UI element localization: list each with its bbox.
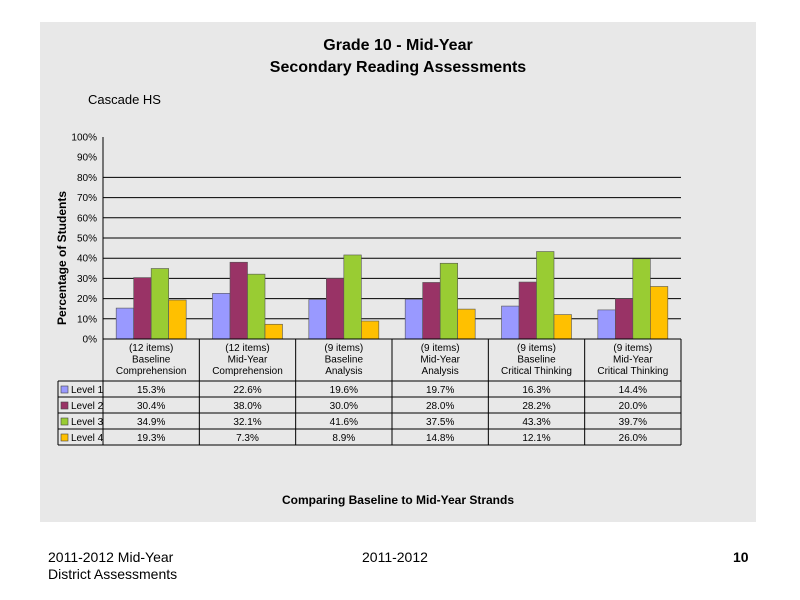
y-tick-label: 100% [71, 133, 97, 144]
data-label: 28.2% [522, 401, 550, 412]
chart-subtitle: Secondary Reading Assessments [269, 59, 527, 76]
bar [553, 314, 572, 340]
data-label: 12.1% [522, 433, 550, 444]
bar [632, 258, 651, 340]
category-label: (12 items) [129, 343, 173, 354]
chart-title: Grade 10 - Mid-Year [323, 37, 473, 54]
page-number: 10 [733, 549, 749, 565]
school-annotation: Cascade HS [88, 92, 161, 107]
bar [404, 298, 423, 340]
y-tick-label: 10% [77, 314, 97, 325]
category-label: (9 items) [324, 343, 363, 354]
category-label: Baseline [132, 355, 171, 366]
legend-label: Level 3 [71, 417, 104, 428]
data-label: 32.1% [233, 417, 261, 428]
bar [536, 251, 555, 340]
data-label: 14.8% [426, 433, 454, 444]
bar [326, 278, 345, 340]
legend-swatch [60, 385, 69, 394]
data-label: 38.0% [233, 401, 261, 412]
bar [361, 320, 380, 340]
bar [343, 254, 362, 340]
footer-center: 2011-2012 [362, 549, 428, 565]
data-label: 30.0% [330, 401, 358, 412]
bar [518, 281, 537, 340]
legend-swatch [60, 401, 69, 410]
bar [597, 309, 616, 340]
footer-left-line2: District Assessments [48, 566, 178, 582]
category-label: Comprehension [116, 366, 187, 377]
data-label: 7.3% [236, 433, 259, 444]
y-tick-label: 60% [77, 213, 97, 224]
data-label: 15.3% [137, 385, 165, 396]
bar [212, 293, 231, 340]
category-label: Critical Thinking [501, 366, 572, 377]
category-label: Analysis [325, 366, 362, 377]
y-tick-label: 40% [77, 254, 97, 265]
bar [168, 299, 187, 340]
x-axis-label: Comparing Baseline to Mid-Year Strands [281, 493, 515, 507]
data-label: 34.9% [137, 417, 165, 428]
bar [501, 305, 520, 340]
category-label: (9 items) [421, 343, 460, 354]
footer-left-line1: 2011-2012 Mid-Year [48, 549, 174, 565]
category-label: Mid-Year [613, 355, 653, 366]
category-label: (12 items) [225, 343, 269, 354]
bar [229, 261, 248, 340]
y-tick-label: 80% [77, 173, 97, 184]
data-label: 39.7% [619, 417, 647, 428]
category-label: (9 items) [517, 343, 556, 354]
bar [308, 299, 327, 340]
category-label: Analysis [422, 366, 459, 377]
data-label: 19.6% [330, 385, 358, 396]
data-label: 22.6% [233, 385, 261, 396]
legend-label: Level 1 [71, 385, 104, 396]
data-label: 37.5% [426, 417, 454, 428]
bar [150, 268, 169, 340]
data-label: 30.4% [137, 401, 165, 412]
category-label: Baseline [517, 355, 556, 366]
data-label: 41.6% [330, 417, 358, 428]
data-label: 14.4% [619, 385, 647, 396]
y-tick-label: 90% [77, 153, 97, 164]
data-label: 43.3% [522, 417, 550, 428]
category-label: Comprehension [212, 366, 283, 377]
data-label: 20.0% [619, 401, 647, 412]
legend-swatch [60, 417, 69, 426]
category-label: Critical Thinking [597, 366, 668, 377]
data-label: 8.9% [332, 433, 355, 444]
y-tick-label: 20% [77, 294, 97, 305]
legend-swatch [60, 433, 69, 442]
data-label: 28.0% [426, 401, 454, 412]
bar [264, 323, 283, 340]
bar [650, 286, 669, 340]
bar [133, 277, 152, 340]
legend-label: Level 2 [71, 401, 104, 412]
data-label: 19.3% [137, 433, 165, 444]
category-label: Baseline [325, 355, 364, 366]
data-label: 26.0% [619, 433, 647, 444]
data-label: 19.7% [426, 385, 454, 396]
y-tick-label: 0% [83, 335, 98, 346]
bar [439, 262, 458, 340]
category-label: (9 items) [613, 343, 652, 354]
bar [115, 307, 134, 340]
footer-left: 2011-2012 Mid-Year District Assessments [48, 549, 177, 583]
bar [615, 298, 634, 340]
data-label: 16.3% [522, 385, 550, 396]
y-tick-label: 30% [77, 274, 97, 285]
y-tick-label: 70% [77, 193, 97, 204]
category-label: Mid-Year [228, 355, 268, 366]
bar [422, 282, 441, 340]
y-tick-label: 50% [77, 234, 97, 245]
legend-label: Level 4 [71, 433, 104, 444]
bar [247, 273, 266, 340]
bar [457, 308, 476, 340]
category-label: Mid-Year [420, 355, 460, 366]
